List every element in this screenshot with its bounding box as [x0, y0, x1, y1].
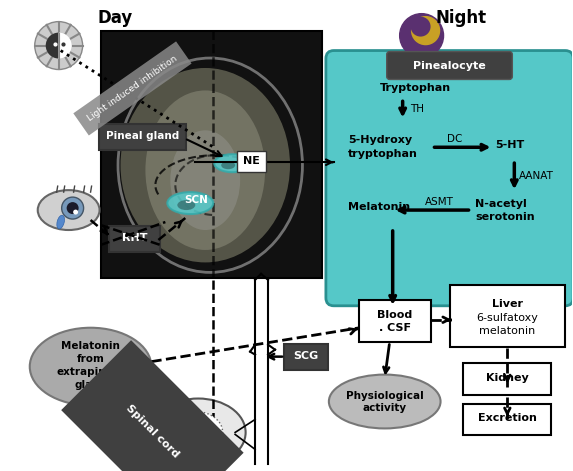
Text: AANAT: AANAT	[519, 171, 554, 181]
Text: Night: Night	[436, 8, 487, 27]
FancyBboxPatch shape	[100, 31, 322, 278]
Text: N-acetyl: N-acetyl	[476, 199, 527, 209]
FancyBboxPatch shape	[464, 363, 551, 395]
Circle shape	[73, 210, 78, 215]
FancyBboxPatch shape	[449, 285, 565, 347]
Text: from: from	[77, 354, 104, 364]
Text: . CSF: . CSF	[379, 323, 411, 333]
Ellipse shape	[177, 200, 195, 210]
FancyBboxPatch shape	[359, 300, 430, 341]
FancyBboxPatch shape	[464, 404, 551, 435]
Circle shape	[411, 16, 439, 45]
Circle shape	[193, 429, 201, 437]
Text: Pineal gland: Pineal gland	[106, 131, 179, 141]
Ellipse shape	[30, 328, 151, 406]
FancyBboxPatch shape	[99, 124, 186, 150]
Text: 6-sulfatoxy: 6-sulfatoxy	[476, 313, 538, 323]
Text: melatonin: melatonin	[479, 326, 536, 336]
Text: DC: DC	[447, 134, 462, 144]
Text: Tryptophan: Tryptophan	[380, 83, 451, 93]
Ellipse shape	[151, 398, 246, 466]
Circle shape	[66, 202, 79, 214]
Ellipse shape	[57, 215, 65, 229]
Ellipse shape	[120, 68, 290, 262]
Text: TH: TH	[410, 105, 423, 114]
Text: Excretion: Excretion	[478, 414, 537, 423]
Text: tryptophan: tryptophan	[348, 149, 418, 159]
FancyBboxPatch shape	[387, 51, 512, 80]
Text: Physiological: Physiological	[346, 390, 423, 400]
FancyBboxPatch shape	[326, 50, 573, 306]
Text: serotonin: serotonin	[476, 212, 535, 222]
Text: Spinal cord: Spinal cord	[124, 403, 180, 460]
FancyBboxPatch shape	[237, 151, 265, 172]
Circle shape	[62, 197, 84, 219]
Text: RHT: RHT	[121, 233, 147, 243]
Text: Melatonin: Melatonin	[348, 202, 410, 212]
Wedge shape	[46, 32, 58, 58]
Text: SCN: SCN	[185, 195, 208, 205]
Circle shape	[35, 22, 83, 70]
Ellipse shape	[214, 154, 250, 172]
Text: SCG: SCG	[293, 350, 319, 361]
FancyBboxPatch shape	[284, 344, 328, 370]
Circle shape	[411, 16, 430, 37]
FancyBboxPatch shape	[108, 226, 160, 252]
Wedge shape	[58, 32, 72, 58]
Text: 5-HT: 5-HT	[496, 140, 525, 150]
Ellipse shape	[146, 90, 265, 250]
Ellipse shape	[170, 130, 240, 230]
Text: Melatonin: Melatonin	[61, 341, 120, 351]
Ellipse shape	[167, 192, 213, 214]
Text: activity: activity	[363, 404, 407, 414]
Ellipse shape	[168, 412, 223, 454]
Text: extrapineal: extrapineal	[57, 366, 124, 377]
Text: 5-Hydroxy: 5-Hydroxy	[348, 135, 412, 145]
Ellipse shape	[221, 161, 235, 169]
Circle shape	[195, 430, 199, 434]
Text: gland: gland	[74, 380, 107, 390]
Text: NE: NE	[243, 156, 260, 166]
Text: Liver: Liver	[492, 299, 523, 309]
Text: Pinealocyte: Pinealocyte	[413, 60, 486, 71]
Text: Kidney: Kidney	[486, 373, 529, 382]
Text: Day: Day	[98, 8, 133, 27]
Text: ASMT: ASMT	[425, 197, 454, 207]
Ellipse shape	[38, 190, 100, 230]
Text: Light induced inhibition: Light induced inhibition	[86, 54, 179, 123]
Text: Blood: Blood	[377, 310, 413, 320]
Circle shape	[399, 14, 444, 57]
Ellipse shape	[329, 374, 441, 429]
